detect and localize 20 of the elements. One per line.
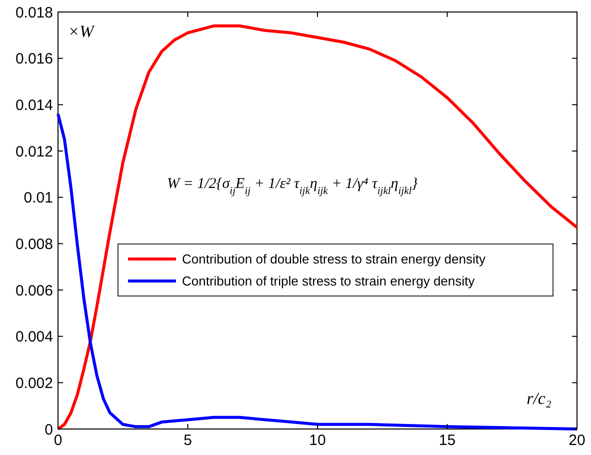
- y-tick-label: 0.016: [15, 50, 53, 68]
- x-tick-label: 10: [309, 432, 326, 449]
- x-tick-label: 15: [438, 432, 456, 449]
- legend-label: Contribution of double stress to strain energy density: [182, 252, 486, 267]
- x-tick-label: 20: [568, 432, 586, 449]
- y-tick-label: 0.004: [15, 328, 53, 346]
- x-tick-label: 5: [184, 432, 192, 449]
- y-axis-title: ×W: [68, 22, 96, 41]
- y-tick-label: 0.002: [15, 374, 53, 392]
- y-tick-label: 0.01: [24, 190, 53, 207]
- y-tick-label: 0.008: [15, 236, 53, 253]
- line-series: [56, 24, 578, 430]
- y-tick-label: 0.018: [15, 4, 53, 22]
- y-tick-label: 0.006: [15, 282, 53, 300]
- x-axis-title: r/c₂: [526, 389, 552, 408]
- text: W = 1/2{σ$_{ij}$E$_{ij}$ + 1/ε² τ$_{ijk}$η$_{ijk}$ + 1/γ⁴ τ$_{ijkl}$η$_{ijkl}$}: [166, 176, 418, 197]
- y-tick-label: 0.014: [15, 96, 53, 114]
- y-tick-label: 0.012: [15, 143, 53, 160]
- line-series: [56, 112, 578, 430]
- legend-label: Contribution of triple stress to strain energy density: [182, 274, 476, 289]
